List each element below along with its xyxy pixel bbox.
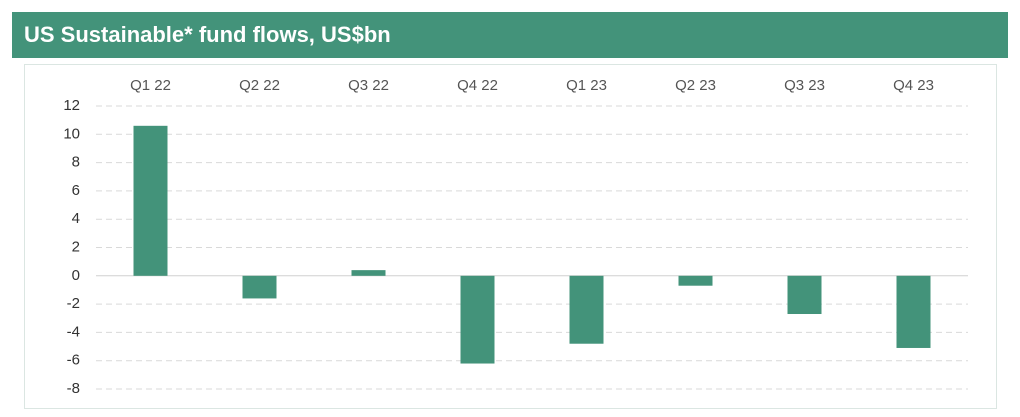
header-bar xyxy=(12,12,1008,58)
x-tick-label: Q2 23 xyxy=(675,77,716,94)
x-tick-label: Q1 22 xyxy=(130,77,171,94)
y-tick-label: 4 xyxy=(72,210,80,227)
y-tick-label: 0 xyxy=(72,267,80,284)
bar xyxy=(133,125,168,276)
y-tick-label: 6 xyxy=(72,182,80,199)
chart-title: US Sustainable* fund flows, US$bn xyxy=(24,22,391,47)
bar xyxy=(678,275,713,286)
x-tick-label: Q3 22 xyxy=(348,77,389,94)
y-tick-label: 2 xyxy=(72,238,80,255)
bar xyxy=(896,275,931,348)
bar xyxy=(569,275,604,344)
x-tick-label: Q1 23 xyxy=(566,77,607,94)
bar xyxy=(351,270,386,276)
x-tick-label: Q4 23 xyxy=(893,77,934,94)
y-tick-label: -6 xyxy=(67,352,80,369)
x-tick-label: Q3 23 xyxy=(784,77,825,94)
y-tick-label: -4 xyxy=(67,323,80,340)
y-tick-label: 10 xyxy=(63,125,80,142)
y-tick-label: -2 xyxy=(67,295,80,312)
plot-frame xyxy=(24,64,997,409)
x-tick-label: Q4 22 xyxy=(457,77,498,94)
y-tick-label: -8 xyxy=(67,380,80,397)
y-tick-label: 8 xyxy=(72,154,80,171)
y-tick-label: 12 xyxy=(63,97,80,114)
bar xyxy=(242,275,277,299)
bar xyxy=(460,275,495,364)
bar xyxy=(787,275,822,315)
x-tick-label: Q2 22 xyxy=(239,77,280,94)
